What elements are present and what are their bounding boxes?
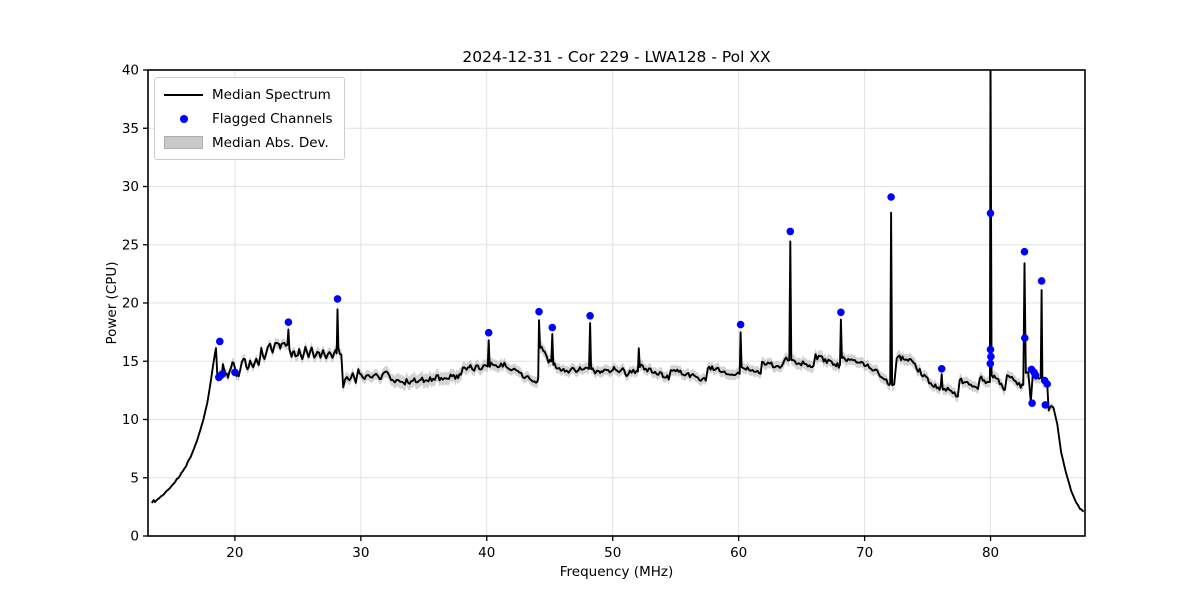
x-tick-label: 50 — [604, 545, 621, 561]
y-tick-label: 25 — [122, 237, 139, 253]
legend: Median Spectrum Flagged Channels Median … — [154, 77, 345, 160]
flagged-channel-point — [333, 295, 342, 303]
flagged-channel-point — [837, 308, 845, 317]
y-tick-label: 5 — [130, 470, 139, 486]
flagged-channel-point — [1021, 334, 1029, 342]
legend-label-median-abs-dev: Median Abs. Dev. — [212, 134, 329, 151]
flagged-channel-point — [986, 345, 995, 354]
x-tick-label: 70 — [856, 545, 873, 561]
flagged-channel-point — [586, 312, 594, 320]
flagged-channel-point — [484, 328, 493, 337]
flagged-channel-point — [986, 209, 995, 218]
chart-title: 2024-12-31 - Cor 229 - LWA128 - Pol XX — [462, 48, 771, 66]
flagged-channel-point — [786, 227, 795, 236]
marker-sample-icon — [164, 114, 203, 123]
flagged-channel-point — [1020, 247, 1029, 256]
y-tick-label: 20 — [122, 296, 139, 312]
y-tick-label: 40 — [122, 63, 139, 79]
y-tick-label: 15 — [122, 354, 139, 370]
flagged-channel-point — [535, 307, 543, 316]
flagged-channel-point — [284, 318, 293, 327]
flagged-channel-point — [887, 193, 895, 201]
flagged-channel-point — [216, 337, 224, 346]
x-tick-label: 30 — [352, 545, 369, 561]
legend-item-flagged-channels: Flagged Channels — [164, 109, 333, 128]
flagged-channel-point — [1028, 399, 1036, 408]
y-tick-label: 10 — [122, 412, 139, 428]
line-sample-icon — [164, 93, 203, 96]
legend-label-median-spectrum: Median Spectrum — [212, 86, 331, 103]
flagged-channel-point — [1037, 277, 1046, 285]
y-tick-label: 35 — [122, 121, 139, 137]
legend-item-median-abs-dev: Median Abs. Dev. — [164, 133, 333, 152]
x-tick-label: 40 — [478, 545, 495, 561]
median-spectrum-line — [151, 70, 1085, 513]
x-tick-label: 80 — [982, 545, 999, 561]
flagged-channel-point — [218, 370, 227, 378]
y-tick-label: 30 — [122, 179, 139, 195]
patch-sample-icon — [164, 136, 203, 149]
x-tick-label: 20 — [226, 545, 243, 561]
legend-item-median-spectrum: Median Spectrum — [164, 85, 333, 104]
x-tick-label: 60 — [730, 545, 747, 561]
flagged-channel-point — [986, 359, 995, 368]
flagged-channel-point — [231, 368, 239, 377]
flagged-channel-point — [987, 352, 995, 361]
x-axis-label: Frequency (MHz) — [559, 564, 674, 580]
flagged-channel-point — [1041, 401, 1050, 409]
flagged-channel-point — [548, 323, 557, 332]
flagged-channel-point — [736, 320, 745, 329]
y-tick-label: 0 — [130, 529, 139, 545]
flagged-channel-point — [937, 365, 946, 373]
legend-label-flagged-channels: Flagged Channels — [212, 110, 333, 127]
flagged-channel-point — [1043, 380, 1051, 388]
flagged-channel-point — [1031, 371, 1040, 380]
